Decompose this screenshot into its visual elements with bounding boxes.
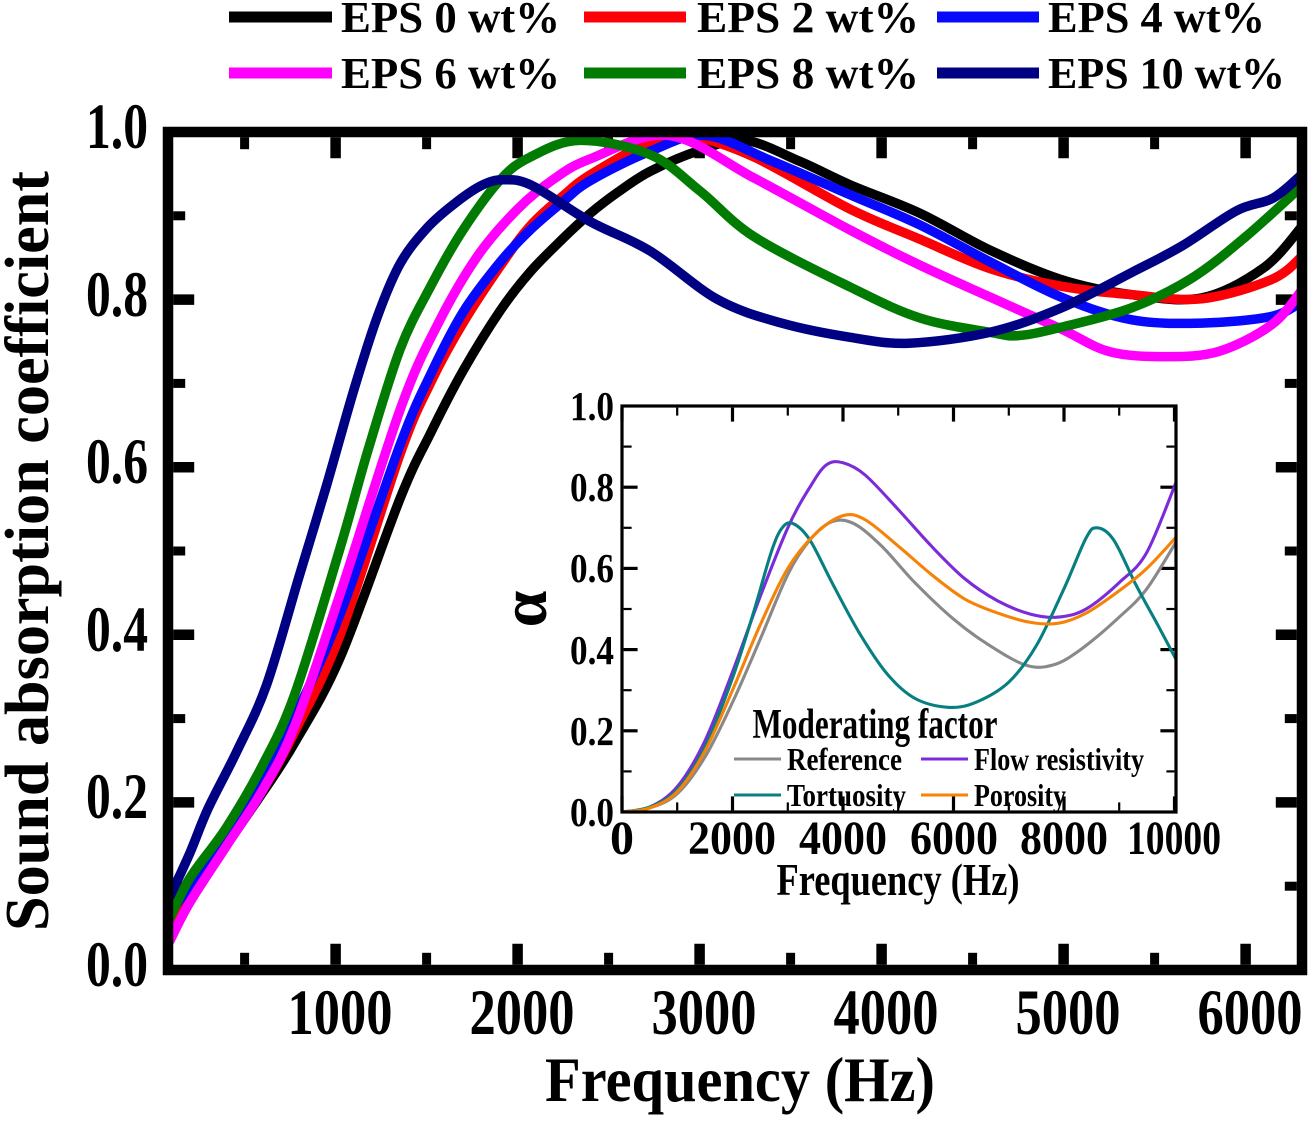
svg-text:0.8: 0.8: [570, 464, 614, 510]
svg-text:5000: 5000: [1016, 977, 1121, 1049]
svg-text:0.4: 0.4: [86, 594, 148, 666]
svg-text:EPS 8 wt%: EPS 8 wt%: [697, 49, 919, 98]
svg-text:0.6: 0.6: [570, 545, 614, 591]
svg-text:6000: 6000: [1198, 977, 1303, 1049]
svg-text:1000: 1000: [288, 977, 393, 1049]
svg-text:1.0: 1.0: [86, 91, 148, 163]
svg-text:6000: 6000: [910, 812, 998, 865]
svg-text:EPS 10 wt%: EPS 10 wt%: [1048, 49, 1285, 98]
svg-text:0.2: 0.2: [570, 708, 614, 754]
svg-text:0.0: 0.0: [86, 929, 148, 1001]
svg-text:2000: 2000: [470, 977, 575, 1049]
svg-text:α: α: [488, 590, 561, 627]
svg-text:Porosity: Porosity: [974, 777, 1066, 813]
svg-text:1.0: 1.0: [570, 383, 614, 429]
svg-text:0: 0: [610, 812, 634, 865]
svg-text:3000: 3000: [652, 977, 757, 1049]
svg-text:Sound absorption coefficient: Sound absorption coefficient: [0, 171, 62, 931]
svg-text:EPS 4 wt%: EPS 4 wt%: [1048, 0, 1265, 42]
svg-text:EPS 2 wt%: EPS 2 wt%: [697, 0, 919, 42]
svg-text:Moderating factor: Moderating factor: [753, 702, 998, 748]
svg-text:Tortuosity: Tortuosity: [787, 777, 906, 813]
svg-text:0.8: 0.8: [86, 259, 148, 331]
svg-text:Flow resistivity: Flow resistivity: [974, 741, 1144, 777]
svg-text:0.0: 0.0: [570, 789, 614, 835]
svg-text:0.6: 0.6: [86, 426, 148, 498]
svg-text:EPS 0 wt%: EPS 0 wt%: [341, 0, 560, 42]
svg-text:EPS 6 wt%: EPS 6 wt%: [341, 49, 560, 98]
svg-text:Frequency (Hz): Frequency (Hz): [545, 1044, 935, 1115]
svg-text:Reference: Reference: [787, 741, 902, 777]
svg-text:Frequency (Hz): Frequency (Hz): [777, 854, 1020, 905]
svg-text:2000: 2000: [688, 812, 776, 865]
svg-text:8000: 8000: [1020, 812, 1108, 865]
svg-text:0.4: 0.4: [570, 627, 614, 673]
svg-text:0.2: 0.2: [86, 761, 148, 833]
svg-text:4000: 4000: [834, 977, 939, 1049]
svg-text:4000: 4000: [799, 812, 887, 865]
svg-text:10000: 10000: [1127, 812, 1221, 865]
